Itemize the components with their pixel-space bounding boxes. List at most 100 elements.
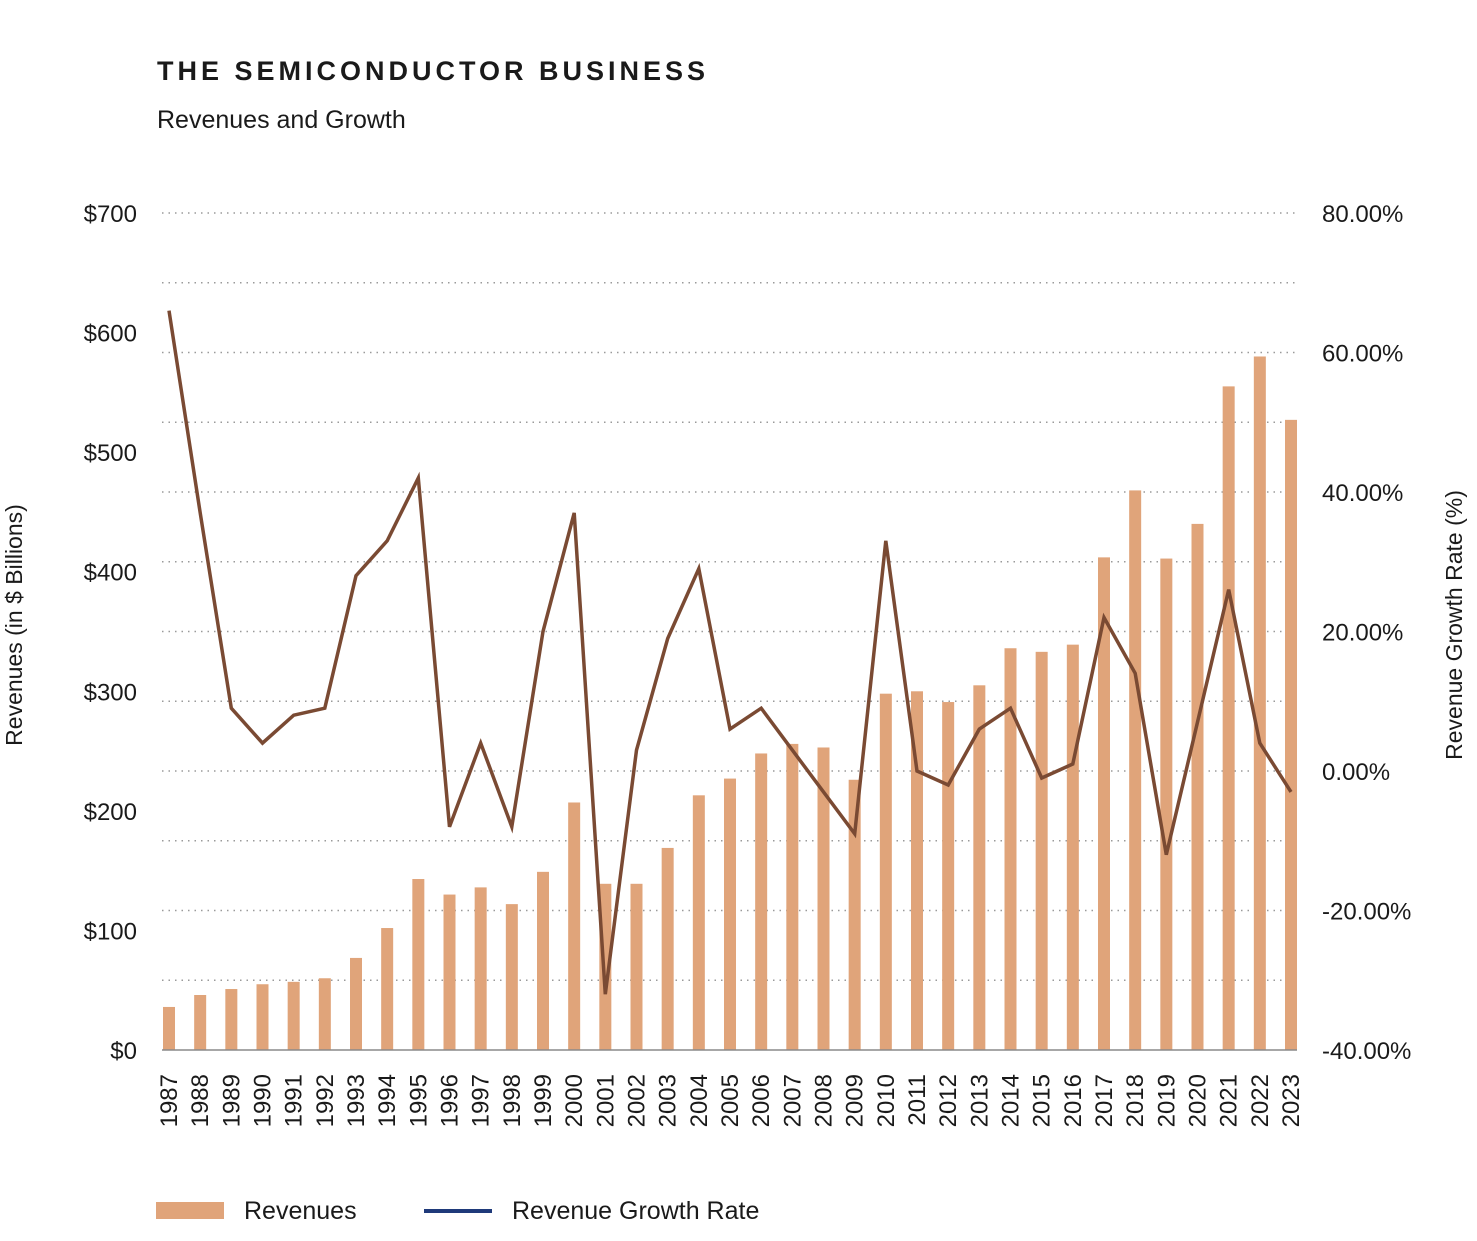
revenue-bar-2007 xyxy=(786,743,799,1050)
x-tick-label-2016: 2016 xyxy=(1060,1074,1087,1127)
left-tick-label: $600 xyxy=(84,321,137,348)
revenue-bar-2020 xyxy=(1191,523,1204,1050)
right-tick-label: -20.00% xyxy=(1322,899,1411,926)
chart-title: THE SEMICONDUCTOR BUSINESS xyxy=(157,56,710,86)
x-tick-label-2017: 2017 xyxy=(1091,1074,1118,1127)
right-tick-label: 0.00% xyxy=(1322,759,1390,786)
revenue-bar-1996 xyxy=(443,894,456,1050)
x-tick-label-2004: 2004 xyxy=(686,1074,713,1127)
x-tick-label-2000: 2000 xyxy=(561,1074,588,1127)
revenue-bar-1990 xyxy=(256,984,269,1050)
revenue-bar-1993 xyxy=(350,957,362,1050)
left-tick-label: $100 xyxy=(84,918,137,945)
revenue-bar-1987 xyxy=(163,1006,175,1050)
right-tick-label: -40.00% xyxy=(1322,1038,1411,1065)
legend-label-growth: Revenue Growth Rate xyxy=(512,1197,759,1225)
revenue-bar-2012 xyxy=(942,702,955,1050)
revenue-bar-1991 xyxy=(287,981,300,1050)
x-tick-label-2012: 2012 xyxy=(935,1074,962,1127)
x-tick-label-2018: 2018 xyxy=(1122,1074,1149,1127)
right-axis-label: Revenue Growth Rate (%) xyxy=(1441,490,1467,760)
x-tick-label-1991: 1991 xyxy=(281,1074,308,1127)
revenue-bar-2017 xyxy=(1098,557,1110,1050)
revenue-bar-2015 xyxy=(1035,651,1048,1050)
left-tick-label: $0 xyxy=(110,1038,137,1065)
revenue-bar-1994 xyxy=(381,928,394,1050)
left-axis-ticks: $0 $100 $200 $300 $400 $500 $600 $700 xyxy=(84,201,137,1065)
left-tick-label: $500 xyxy=(84,440,137,467)
revenue-bar-2023 xyxy=(1285,419,1297,1050)
left-tick-label: $300 xyxy=(84,679,137,706)
revenue-bar-2022 xyxy=(1253,356,1266,1050)
revenue-bar-2011 xyxy=(911,691,923,1050)
revenue-bar-2016 xyxy=(1066,644,1079,1050)
x-tick-label-2007: 2007 xyxy=(779,1074,806,1127)
revenue-bar-2002 xyxy=(630,883,643,1050)
x-tick-label-2019: 2019 xyxy=(1153,1074,1180,1127)
x-tick-label-2015: 2015 xyxy=(1029,1074,1056,1127)
x-tick-label-2003: 2003 xyxy=(655,1074,682,1127)
x-tick-label-2001: 2001 xyxy=(592,1074,619,1127)
revenue-bar-2018 xyxy=(1129,490,1142,1050)
right-tick-label: 40.00% xyxy=(1322,480,1403,507)
x-tick-label-1993: 1993 xyxy=(343,1074,370,1127)
revenue-bar-1995 xyxy=(412,879,425,1050)
x-tick-label-2002: 2002 xyxy=(624,1074,651,1127)
x-tick-label-1989: 1989 xyxy=(218,1074,245,1127)
revenue-bar-2000 xyxy=(568,802,581,1050)
x-tick-label-2009: 2009 xyxy=(842,1074,869,1127)
revenue-bar-1988 xyxy=(194,994,207,1050)
x-tick-label-1988: 1988 xyxy=(187,1074,214,1127)
revenue-bar-2008 xyxy=(817,747,830,1050)
left-tick-label: $700 xyxy=(84,201,137,228)
revenue-bar-1999 xyxy=(537,871,549,1050)
x-tick-label-2006: 2006 xyxy=(748,1074,775,1127)
revenue-bar-1989 xyxy=(225,989,238,1050)
revenue-bar-2006 xyxy=(755,753,768,1050)
x-tick-label-2013: 2013 xyxy=(966,1074,993,1127)
x-axis-ticks: 1987 1988 1989 1990 1991 1992 1993 1994 1995 1996… xyxy=(156,1074,1305,1127)
x-tick-label-1999: 1999 xyxy=(530,1074,557,1127)
left-tick-label: $200 xyxy=(84,799,137,826)
revenue-bar-1998 xyxy=(505,904,518,1050)
revenue-bar-2004 xyxy=(692,795,705,1050)
right-tick-label: 20.00% xyxy=(1322,620,1403,647)
revenue-bars xyxy=(163,356,1297,1051)
revenue-bar-2013 xyxy=(973,685,986,1050)
x-tick-label-1992: 1992 xyxy=(312,1074,339,1127)
legend: Revenues Revenue Growth Rate xyxy=(156,1197,759,1225)
legend-label-revenues: Revenues xyxy=(244,1197,357,1225)
x-tick-label-1987: 1987 xyxy=(156,1074,183,1127)
revenue-bar-2010 xyxy=(879,693,892,1050)
revenue-bar-1997 xyxy=(474,887,487,1050)
x-tick-label-2020: 2020 xyxy=(1185,1074,1212,1127)
right-axis-ticks: -40.00% -20.00% 0.00% 20.00% 40.00% 60.00% 80.… xyxy=(1322,201,1411,1065)
revenue-bar-2021 xyxy=(1222,386,1235,1051)
x-tick-label-2014: 2014 xyxy=(998,1074,1025,1127)
revenue-bar-2003 xyxy=(661,847,674,1050)
x-tick-label-1998: 1998 xyxy=(499,1074,526,1127)
growth-rate-line xyxy=(167,310,1293,995)
x-tick-label-2005: 2005 xyxy=(717,1074,744,1127)
revenue-bar-2005 xyxy=(724,778,736,1050)
revenue-bar-2014 xyxy=(1004,648,1017,1050)
x-tick-label-2022: 2022 xyxy=(1247,1074,1274,1127)
x-tick-label-2011: 2011 xyxy=(904,1074,931,1126)
x-tick-label-1997: 1997 xyxy=(468,1074,495,1127)
x-tick-label-1996: 1996 xyxy=(437,1074,464,1127)
x-tick-label-1990: 1990 xyxy=(250,1074,277,1127)
left-tick-label: $400 xyxy=(84,560,137,587)
revenue-bar-1992 xyxy=(318,978,331,1050)
x-tick-label-1994: 1994 xyxy=(374,1074,401,1127)
x-tick-label-2008: 2008 xyxy=(811,1074,838,1127)
x-tick-label-2021: 2021 xyxy=(1216,1074,1243,1127)
x-tick-label-2023: 2023 xyxy=(1278,1074,1305,1127)
revenue-bar-2009 xyxy=(848,779,861,1050)
left-axis-label: Revenues (in $ Billions) xyxy=(1,504,27,746)
right-tick-label: 80.00% xyxy=(1322,201,1403,228)
revenue-bar-2019 xyxy=(1160,558,1173,1050)
x-tick-label-1995: 1995 xyxy=(405,1074,432,1127)
chart-subtitle: Revenues and Growth xyxy=(157,106,406,134)
x-tick-label-2010: 2010 xyxy=(873,1074,900,1127)
